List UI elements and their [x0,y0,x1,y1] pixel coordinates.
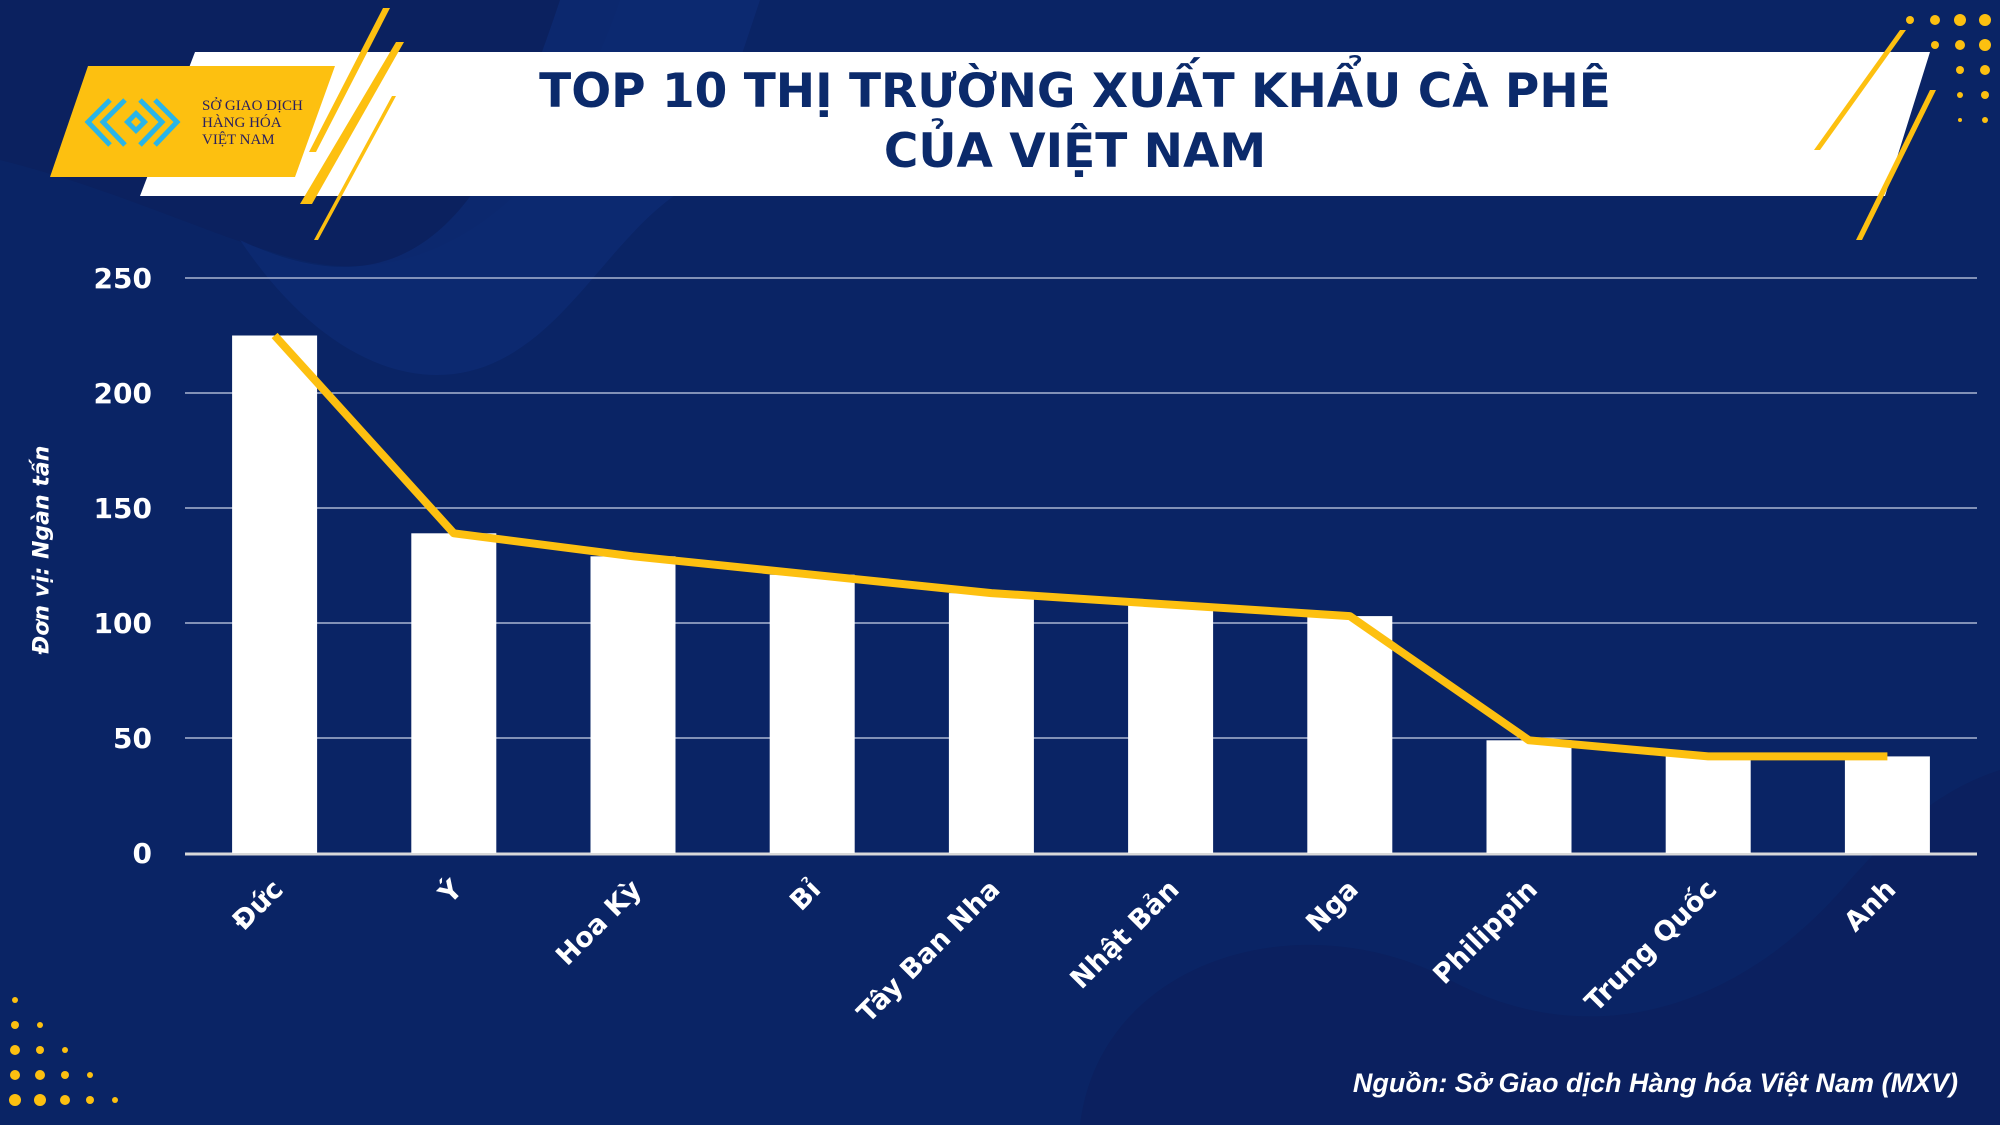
bar-2 [411,533,497,853]
bar-8 [1486,740,1572,853]
x-tick-label: Trung Quốc [1579,874,1723,1018]
mxv-logo [50,66,335,177]
bar-6 [1128,604,1214,853]
y-tick-label: 150 [94,492,152,525]
x-tick-label: Bỉ [784,874,827,917]
source-note: Nguồn: Sở Giao dịch Hàng hóa Việt Nam (M… [1352,1068,1958,1098]
y-tick-label: 200 [94,377,152,410]
logo-line: SỞ GIAO DỊCH [202,98,303,114]
x-tick-label: Tây Ban Nha [851,874,1006,1029]
logo-line: VIỆT NAM [202,132,275,148]
bar-3 [590,556,676,853]
x-tick-label: Ý [432,873,469,910]
x-tick-label: Nhật Bản [1064,874,1185,995]
bar-4 [769,574,855,853]
title-line-1: TOP 10 THỊ TRƯỜNG XUẤT KHẨU CÀ PHÊ [539,64,1611,119]
y-tick-label: 50 [113,722,152,755]
x-tick-label: Nga [1300,874,1364,938]
title-banner [140,52,1930,196]
x-tick-label: Philippin [1427,874,1544,991]
y-tick-label: 0 [133,837,152,870]
title-line-2: CỦA VIỆT NAM [883,124,1267,179]
logo-text: SỞ GIAO DỊCH HÀNG HÓA VIỆT NAM [202,98,303,149]
y-tick-label: 250 [94,262,152,295]
bar-7 [1307,616,1393,853]
bar-10 [1844,756,1930,853]
logo-line: HÀNG HÓA [202,115,282,131]
x-tick-label: Anh [1838,874,1902,938]
bar-9 [1665,756,1751,853]
x-tick-label: Đức [227,874,290,937]
y-tick-label: 100 [94,607,152,640]
bar-1 [232,335,318,853]
bar-5 [948,593,1034,853]
x-tick-label: Hoa Kỳ [550,874,648,972]
chart-title: TOP 10 THỊ TRƯỜNG XUẤT KHẨU CÀ PHÊ CỦA V… [360,62,1790,182]
trend-line [271,332,1888,761]
